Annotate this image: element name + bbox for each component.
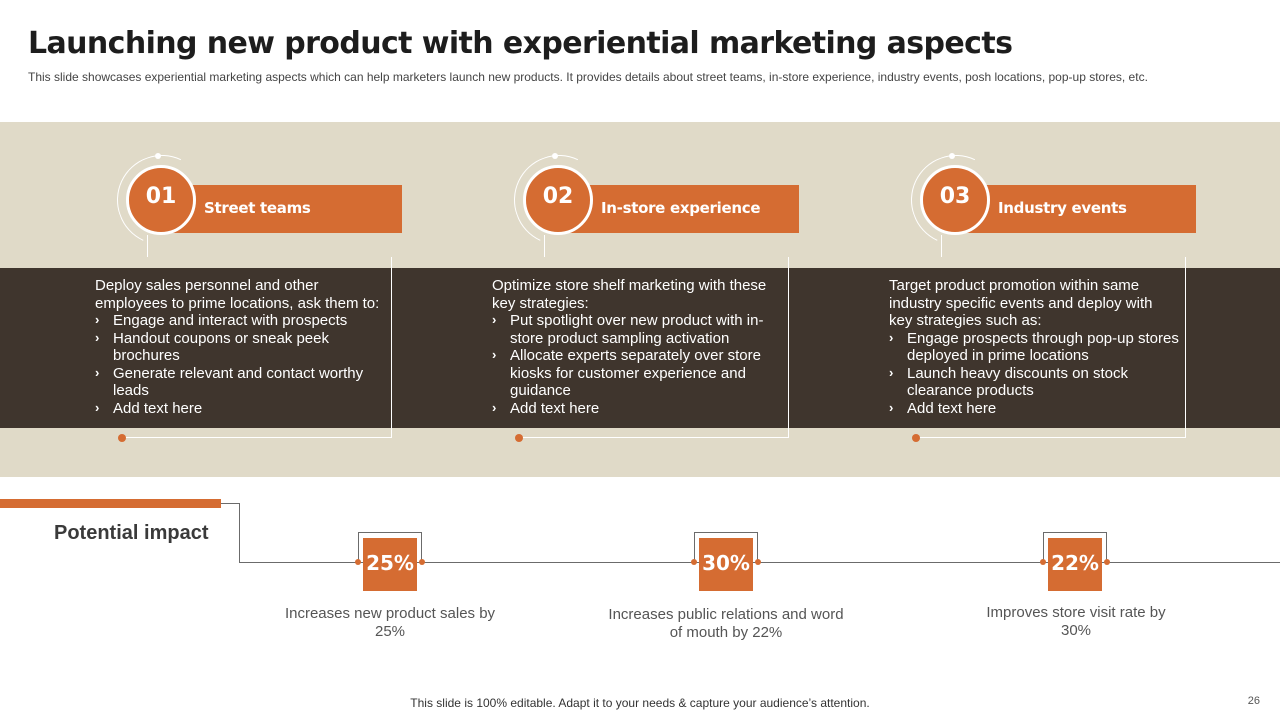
card-industry-events: Industry events 03 Target product promot… [889,142,1211,450]
chevron-right-icon: › [95,364,100,380]
card-frame [122,257,392,438]
impact-connector [221,503,239,504]
frame-line [544,235,545,257]
card-label: Industry events [998,199,1127,217]
impact-title: Potential impact [54,522,209,544]
stat-dot [691,559,697,565]
stat-value: 30% [702,551,750,575]
chevron-right-icon: › [95,399,100,415]
stat-description: Improves store visit rate by 30% [986,604,1166,639]
chevron-right-icon: › [889,329,894,345]
card-number-badge: 01 [126,165,196,235]
stat-dot [419,559,425,565]
stat-value: 22% [1051,551,1099,575]
cards-dark-strip [0,268,1280,428]
list-item: › Launch heavy discounts on stock clearan… [889,364,1128,400]
card-header: In-store experience [559,185,799,233]
chevron-right-icon: › [492,312,497,327]
card-number-badge: 02 [523,165,593,235]
stat-dot [1040,559,1046,565]
slide-subtitle: This slide showcases experiential market… [28,70,1148,84]
card-label: In-store experience [601,199,761,217]
impact-accent-bar [0,499,221,508]
stat-bracket [1043,532,1107,562]
card-in-store-experience: In-store experience 02 Optimize store sh… [492,142,814,450]
card-frame [519,257,789,438]
card-label: Street teams [204,199,311,217]
impact-connector [239,503,240,563]
list-item: › Add text here [889,399,997,417]
list-item: › Allocate experts separately over store … [492,347,761,399]
stat-bracket [694,532,758,562]
chevron-right-icon: › [95,312,100,327]
card-intro: Deploy sales personnel and other employe… [95,277,380,312]
card-intro: Optimize store shelf marketing with thes… [492,277,767,312]
arc-dot [949,153,955,159]
card-number-badge: 03 [920,165,990,235]
impact-stat: 22% [1040,532,1110,592]
stat-box: 30% [699,538,753,591]
list-item: › Handout coupons or sneak peek brochures [95,329,329,365]
frame-dot [912,434,920,442]
list-item: › Engage prospects through pop-up stores … [889,329,1179,365]
list-item: › Engage and interact with prospects [95,312,348,329]
slide-footer: This slide is 100% editable. Adapt it to… [410,696,870,710]
card-number: 03 [939,184,971,209]
card-header: Industry events [956,185,1196,233]
frame-line [941,235,942,257]
stat-description: Increases public relations and word of m… [608,606,844,641]
card-header: Street teams [162,185,402,233]
chevron-right-icon: › [889,364,894,380]
stat-bracket [358,532,422,562]
chevron-right-icon: › [889,399,894,415]
card-number: 01 [145,184,177,209]
stat-description: Increases new product sales by 25% [284,605,496,640]
card-body: Deploy sales personnel and other employe… [95,277,385,417]
stat-dot [1104,559,1110,565]
list-item: › Generate relevant and contact worthy le… [95,364,364,400]
page-number: 26 [1247,695,1260,707]
card-intro: Target product promotion within same ind… [889,277,1153,329]
frame-line [147,235,148,257]
slide-title: Launching new product with experiential … [28,26,1013,61]
chevron-right-icon: › [492,347,497,362]
chevron-right-icon: › [95,329,100,345]
chevron-right-icon: › [492,399,497,415]
list-item: › Add text here [492,399,600,417]
stat-box: 22% [1048,538,1102,591]
stat-dot [355,559,361,565]
arc-dot [155,153,161,159]
impact-stat: 30% [691,532,761,592]
stat-box: 25% [363,538,417,591]
card-number: 02 [542,184,574,209]
impact-stat: 25% [355,532,425,592]
list-item: › Put spotlight over new product with in-… [492,312,764,347]
card-frame [916,257,1186,438]
frame-dot [118,434,126,442]
stat-value: 25% [366,551,414,575]
frame-dot [515,434,523,442]
card-street-teams: Street teams 01 Deploy sales personnel a… [95,142,417,450]
card-body: Target product promotion within same ind… [889,277,1179,417]
list-item: › Add text here [95,399,203,417]
stat-dot [755,559,761,565]
arc-dot [552,153,558,159]
card-body: Optimize store shelf marketing with thes… [492,277,782,417]
